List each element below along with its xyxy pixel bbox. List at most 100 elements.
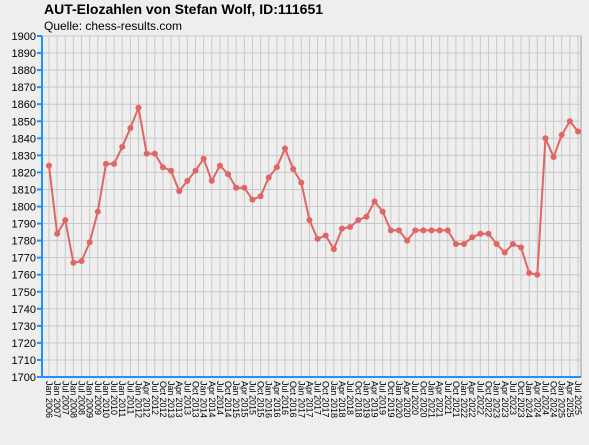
x-tick-label: Apr 2012 (142, 381, 152, 418)
data-point (371, 198, 378, 205)
x-tick-label: Jul 2024 (540, 381, 550, 415)
x-tick-label: Jan 2018 (329, 381, 339, 418)
x-tick-label: Jul 2025 (573, 381, 583, 415)
data-point (159, 164, 166, 171)
y-tick-label: 1740 (12, 304, 36, 316)
y-tick-label: 1890 (12, 48, 36, 60)
data-point (119, 143, 126, 150)
y-tick-label: 1710 (12, 355, 36, 367)
x-tick-label: Jul 2017 (313, 381, 323, 415)
data-point (102, 160, 109, 167)
x-tick-label: Jul 2016 (280, 381, 290, 415)
x-tick-label: Jan 2025 (557, 381, 567, 418)
x-tick-label: Jul 2010 (109, 381, 119, 415)
x-tick-label: Jan 2016 (264, 381, 274, 418)
data-point (436, 227, 443, 234)
x-tick-label: Oct 2012 (158, 381, 168, 418)
data-point (265, 174, 272, 181)
data-point (379, 208, 386, 215)
data-point (94, 208, 101, 215)
data-point (461, 241, 468, 248)
x-tick-label: Oct 2019 (386, 381, 396, 418)
x-tick-label: Oct 2024 (549, 381, 559, 418)
data-point (241, 184, 248, 191)
data-point (273, 164, 280, 171)
data-point (257, 193, 264, 200)
data-point (477, 230, 484, 237)
x-tick-label: Jul 2013 (182, 381, 192, 415)
data-point (78, 258, 85, 265)
x-tick-label: Jan 2009 (85, 381, 95, 418)
data-point (168, 167, 175, 174)
x-tick-label: Apr 2019 (370, 381, 380, 418)
data-point (387, 227, 394, 234)
y-tick-label: 1760 (12, 270, 36, 282)
data-point (575, 128, 581, 135)
data-point (485, 230, 492, 237)
x-tick-label: Oct 2022 (483, 381, 493, 418)
data-point (469, 234, 476, 241)
x-tick-label: Jul 2008 (77, 381, 87, 415)
x-tick-label: Jan 2022 (459, 381, 469, 418)
chart-title: AUT-Elozahlen von Stefan Wolf, ID:111651 (44, 1, 323, 17)
data-point (363, 213, 370, 220)
x-tick-label: Jan 2013 (166, 381, 176, 418)
data-point (347, 223, 354, 230)
x-tick-label: Oct 2017 (321, 381, 331, 418)
data-point (420, 227, 427, 234)
x-tick-label: Jul 2021 (443, 381, 453, 415)
x-tick-label: Apr 2018 (337, 381, 347, 418)
x-tick-label: Jan 2015 (231, 381, 241, 418)
x-tick-label: Jan 2011 (117, 381, 127, 417)
data-point (54, 230, 61, 237)
x-tick-label: Jan 2024 (524, 381, 534, 418)
data-point (216, 162, 223, 169)
x-tick-label: Jan 2012 (134, 381, 144, 418)
data-point (208, 177, 215, 184)
data-point (509, 241, 516, 248)
x-tick-label: Jan 2014 (199, 381, 209, 418)
data-point (501, 249, 508, 256)
y-tick-label: 1810 (12, 184, 36, 196)
data-point (518, 244, 525, 251)
data-point (62, 217, 69, 224)
x-tick-label: Apr 2016 (272, 381, 282, 418)
y-tick-label: 1900 (12, 31, 36, 43)
x-tick-label: Apr 2013 (174, 381, 184, 418)
data-point (290, 165, 297, 172)
y-tick-label: 1750 (12, 287, 36, 299)
y-tick-label: 1850 (12, 116, 36, 128)
data-point (558, 131, 565, 138)
x-tick-label: Jul 2022 (475, 381, 485, 415)
x-tick-label: Apr 2020 (402, 381, 412, 418)
data-point (192, 167, 199, 174)
data-point (404, 237, 411, 244)
chart-subtitle: Quelle: chess-results.com (44, 19, 182, 33)
data-point (395, 227, 402, 234)
y-tick-label: 1700 (12, 372, 36, 384)
data-point (225, 171, 232, 178)
x-tick-label: Jan 2010 (101, 381, 111, 418)
x-tick-label: Jan 2008 (68, 381, 78, 418)
y-tick-label: 1830 (12, 150, 36, 162)
x-tick-label: Jul 2011 (125, 381, 135, 414)
x-tick-label: Apr 2022 (467, 381, 477, 418)
data-point (330, 246, 337, 253)
data-point (233, 184, 240, 191)
x-tick-label: Jan 2021 (427, 381, 437, 418)
x-tick-label: Jan 2019 (361, 381, 371, 418)
data-point (46, 162, 52, 169)
y-tick-label: 1790 (12, 219, 36, 231)
data-point (452, 241, 459, 248)
y-tick-label: 1870 (12, 82, 36, 94)
y-tick-label: 1840 (12, 133, 36, 145)
data-point (135, 104, 142, 111)
y-tick-label: 1720 (12, 338, 36, 350)
data-point (444, 227, 451, 234)
y-tick-label: 1820 (12, 167, 36, 179)
y-tick-label: 1800 (12, 202, 36, 214)
x-tick-label: Oct 2021 (451, 381, 461, 418)
x-tick-label: Jul 2015 (247, 381, 257, 415)
